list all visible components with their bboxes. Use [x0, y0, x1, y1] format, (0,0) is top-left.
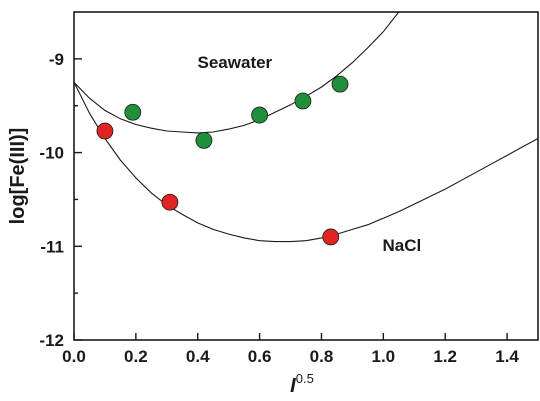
x-tick-label: 1.4 [495, 347, 519, 366]
tick-layer [73, 58, 508, 341]
x-tick-label: 0.0 [62, 347, 86, 366]
label-layer: 0.0 0.2 0.4 0.6 0.8 1.0 1.2 1.4 -12 -11 -10 -9 Seawa… [39, 50, 519, 366]
y-tick-label: -12 [39, 331, 64, 350]
fit-curve-0 [74, 12, 400, 134]
x-tick-label: 0.4 [186, 347, 210, 366]
data-point-0 [251, 106, 269, 124]
plot-layer [74, 12, 538, 246]
data-point-1 [322, 228, 340, 246]
y-tick-label: -11 [40, 237, 64, 256]
data-point-0 [124, 103, 142, 121]
x-tick-label: 0.6 [248, 347, 272, 366]
x-axis-title: I0.5 [290, 371, 314, 397]
x-axis-title-superscript: 0.5 [296, 371, 314, 386]
data-point-1 [96, 122, 114, 140]
annotation-label: NaCl [383, 236, 422, 255]
annotation-label: Seawater [198, 53, 273, 72]
x-tick-label: 1.0 [372, 347, 396, 366]
y-tick-label: -9 [49, 50, 64, 69]
data-point-0 [294, 92, 312, 110]
data-point-0 [331, 75, 349, 93]
data-point-1 [161, 193, 179, 211]
x-tick-label: 1.2 [433, 347, 457, 366]
fit-curve-1 [74, 82, 538, 243]
data-point-0 [195, 131, 213, 149]
plot-frame [73, 11, 539, 341]
x-tick-label: 0.2 [124, 347, 148, 366]
y-axis-title: log[Fe(III)] [7, 128, 29, 225]
x-tick-label: 0.8 [310, 347, 334, 366]
x-axis-title-main: I [290, 375, 296, 397]
y-tick-label: -10 [39, 144, 64, 163]
